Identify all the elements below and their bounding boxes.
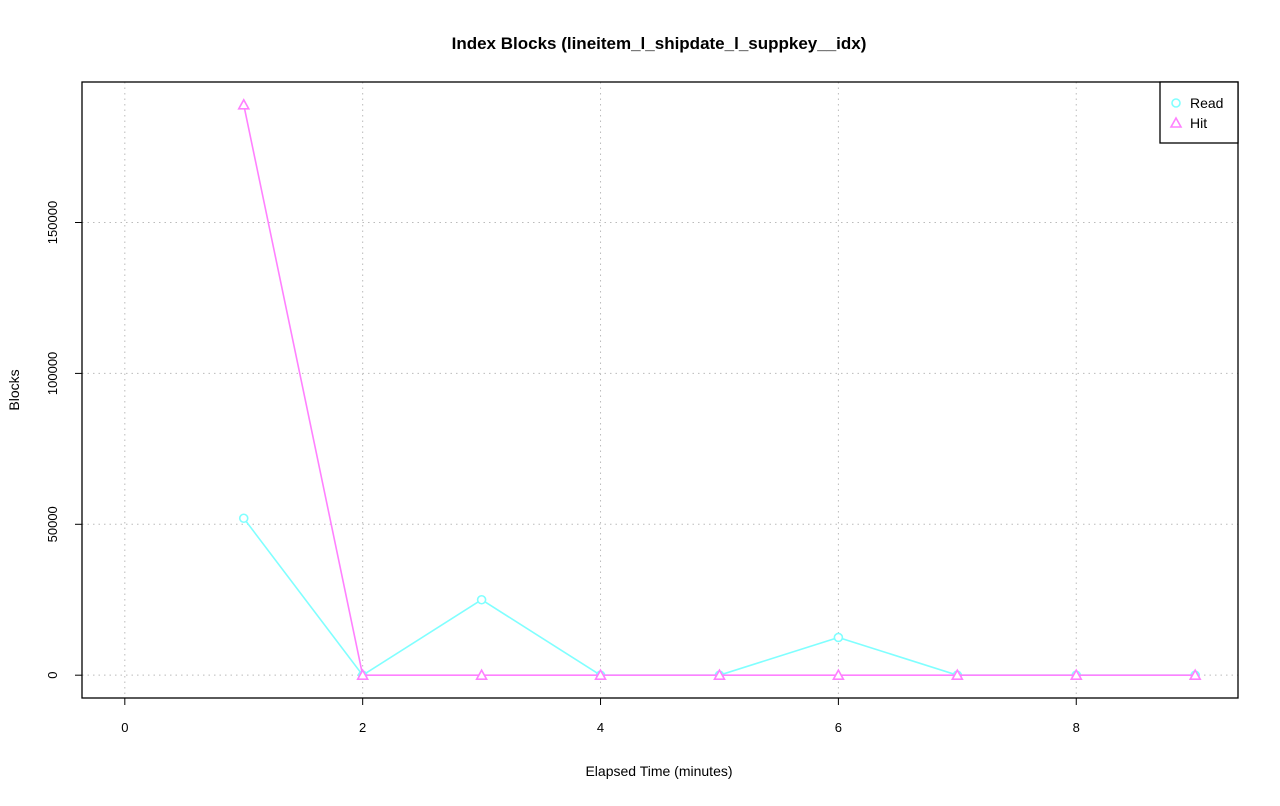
data-point-hit — [713, 668, 726, 680]
x-tick-label: 2 — [359, 720, 366, 735]
x-tick-label: 0 — [121, 720, 128, 735]
data-point-read — [833, 632, 844, 643]
data-point-read — [476, 594, 487, 605]
data-point-hit — [237, 98, 251, 110]
data-point-hit — [1188, 668, 1202, 680]
legend-label-hit: Hit — [1190, 115, 1207, 131]
chart-title: Index Blocks (lineitem_l_shipdate_l_supp… — [452, 34, 867, 53]
x-tick-label: 6 — [835, 720, 842, 735]
legend-marker-read — [1171, 98, 1181, 108]
series-hit — [237, 98, 1202, 680]
legend-label-read: Read — [1190, 95, 1223, 111]
data-point-hit — [950, 668, 964, 680]
x-axis-label: Elapsed Time (minutes) — [585, 763, 732, 779]
y-tick-label: 50000 — [45, 506, 60, 542]
legend-marker-hit — [1169, 116, 1183, 128]
series-read — [238, 513, 1200, 680]
y-tick-label: 0 — [45, 672, 60, 679]
legend-box — [1159, 81, 1239, 144]
series-line-read — [243, 517, 1196, 677]
plot-frame — [81, 81, 1239, 699]
data-point-read — [238, 513, 249, 524]
x-tick-label: 4 — [597, 720, 604, 735]
legend: Read Hit — [1159, 81, 1239, 144]
data-point-hit — [356, 668, 370, 680]
data-point-hit — [1069, 668, 1083, 680]
series-line-hit — [242, 104, 1196, 676]
y-tick-label: 150000 — [45, 201, 60, 244]
data-point-hit — [594, 668, 607, 680]
y-tick-label: 100000 — [45, 352, 60, 395]
data-point-hit — [832, 668, 845, 680]
y-axis-label: Blocks — [6, 369, 22, 410]
data-point-hit — [475, 668, 488, 680]
x-tick-label: 8 — [1073, 720, 1080, 735]
